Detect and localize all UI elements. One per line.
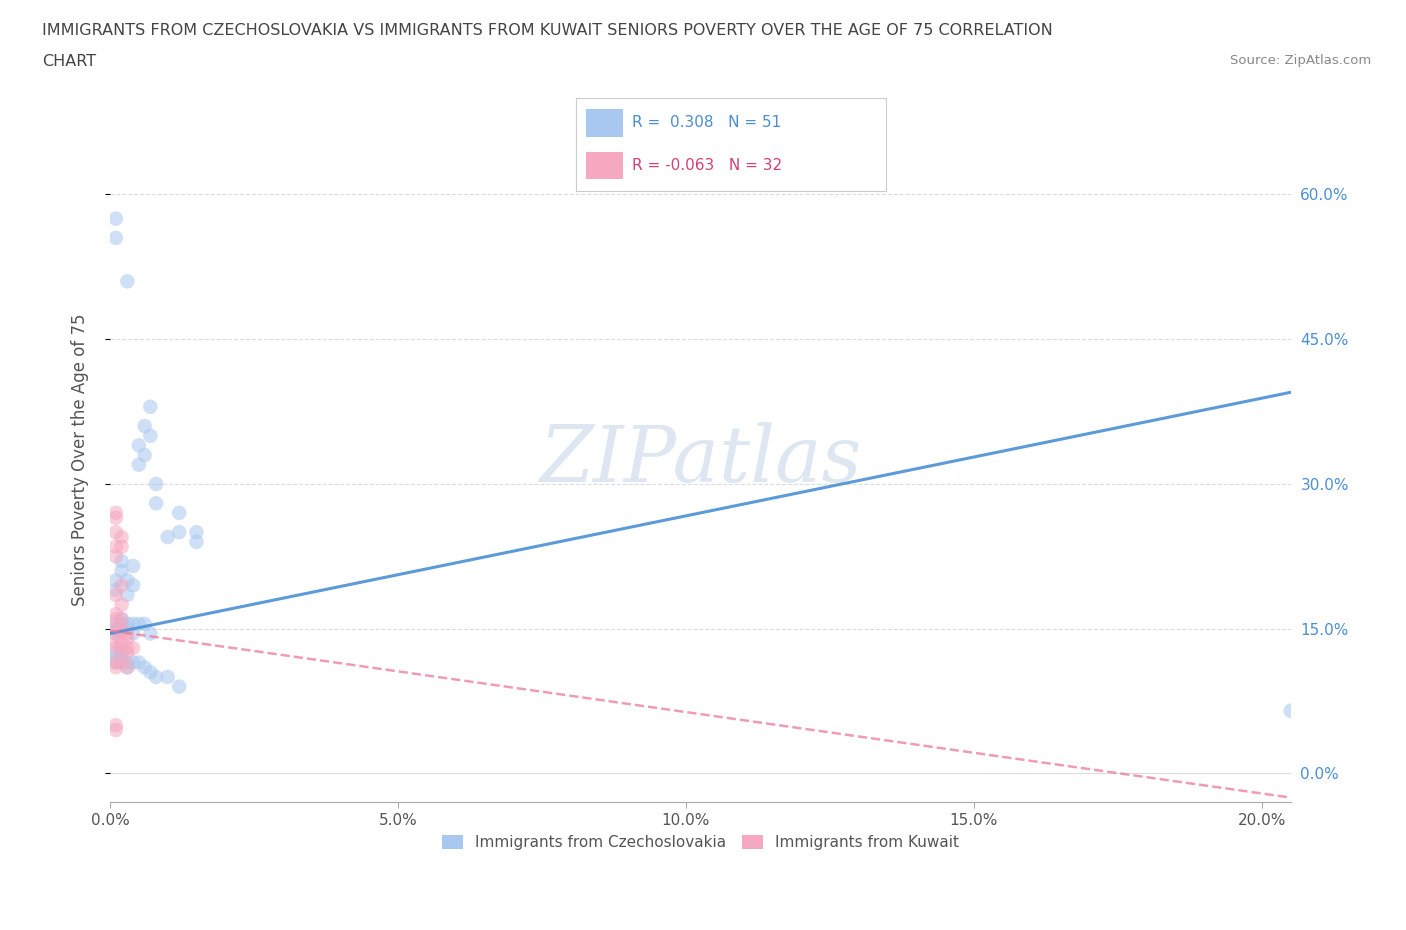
Point (139, 626, 162, 641)
Point (139, 399, 162, 414)
Point (186, 535, 208, 550)
Point (122, 559, 145, 574)
Point (110, 612, 132, 627)
Point (117, 660, 139, 675)
Point (134, 447, 156, 462)
Point (186, 525, 208, 539)
Point (104, 660, 127, 675)
Point (104, 621, 127, 636)
Point (110, 650, 132, 665)
Point (122, 655, 145, 670)
Bar (586, 109, 623, 137)
Point (117, 621, 139, 636)
Point (117, 645, 139, 660)
Point (128, 458, 150, 472)
Point (167, 679, 190, 694)
Point (104, 231, 127, 246)
Point (104, 636, 127, 651)
Point (122, 641, 145, 656)
Point (104, 650, 127, 665)
Point (110, 621, 132, 636)
Point (110, 655, 132, 670)
Point (104, 617, 127, 631)
Point (117, 631, 139, 645)
Point (110, 617, 132, 631)
Text: ZIPatlas: ZIPatlas (538, 421, 862, 498)
Point (110, 529, 132, 544)
Point (110, 636, 132, 651)
Point (110, 578, 132, 592)
Text: CHART: CHART (42, 54, 96, 69)
Point (117, 573, 139, 588)
Point (128, 617, 150, 631)
Point (104, 506, 127, 521)
Text: Source: ZipAtlas.com: Source: ZipAtlas.com (1230, 54, 1371, 67)
Point (167, 506, 190, 521)
Legend: Immigrants from Czechoslovakia, Immigrants from Kuwait: Immigrants from Czechoslovakia, Immigran… (436, 829, 966, 857)
Point (110, 539, 132, 554)
Point (1279, 703, 1302, 718)
Point (104, 626, 127, 641)
Point (134, 660, 156, 675)
Point (156, 670, 179, 684)
Point (110, 564, 132, 578)
Point (156, 529, 179, 544)
Point (104, 573, 127, 588)
Point (117, 617, 139, 631)
Point (117, 660, 139, 675)
Text: R = -0.063   N = 32: R = -0.063 N = 32 (633, 158, 782, 173)
Point (104, 525, 127, 539)
Point (145, 670, 167, 684)
Point (104, 539, 127, 554)
Point (145, 476, 167, 491)
Point (134, 617, 156, 631)
Point (104, 645, 127, 660)
Point (110, 626, 132, 641)
Point (167, 525, 190, 539)
Point (104, 723, 127, 737)
Point (104, 583, 127, 598)
Point (134, 418, 156, 433)
Point (117, 588, 139, 603)
Point (117, 274, 139, 289)
Point (117, 626, 139, 641)
Point (104, 621, 127, 636)
Point (117, 655, 139, 670)
Point (145, 496, 167, 511)
Point (104, 612, 127, 627)
Point (139, 665, 162, 680)
Point (122, 578, 145, 592)
Point (104, 549, 127, 564)
Point (104, 511, 127, 525)
Point (104, 718, 127, 733)
Point (117, 641, 139, 656)
Point (110, 553, 132, 568)
Bar (586, 152, 623, 179)
Point (110, 641, 132, 656)
Point (122, 626, 145, 641)
Point (104, 655, 127, 670)
Point (104, 588, 127, 603)
Point (110, 645, 132, 660)
Point (104, 641, 127, 656)
Point (122, 617, 145, 631)
Point (104, 211, 127, 226)
Point (128, 655, 150, 670)
Point (110, 612, 132, 627)
Point (139, 429, 162, 444)
Point (104, 606, 127, 621)
Point (104, 655, 127, 670)
Point (104, 626, 127, 641)
Text: IMMIGRANTS FROM CZECHOSLOVAKIA VS IMMIGRANTS FROM KUWAIT SENIORS POVERTY OVER TH: IMMIGRANTS FROM CZECHOSLOVAKIA VS IMMIGR… (42, 23, 1053, 38)
Y-axis label: Seniors Poverty Over the Age of 75: Seniors Poverty Over the Age of 75 (72, 313, 89, 606)
Text: R =  0.308   N = 51: R = 0.308 N = 51 (633, 115, 782, 130)
Point (128, 438, 150, 453)
Point (110, 597, 132, 612)
